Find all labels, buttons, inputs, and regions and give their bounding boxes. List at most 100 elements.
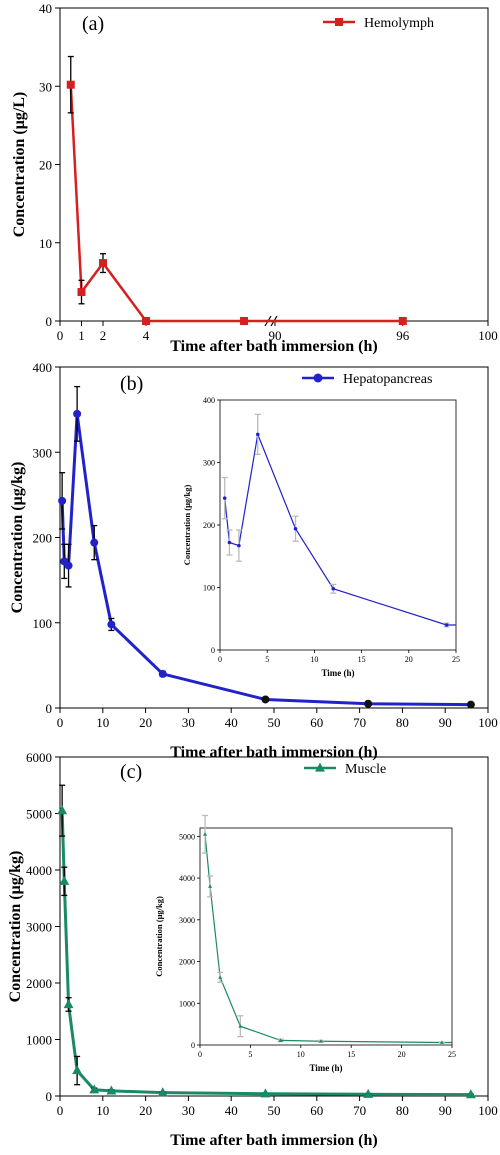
panel-c-y-tick-label: 5000 — [26, 807, 52, 822]
panel-c-y-axis-label: Concentration (μg/kg) — [7, 851, 24, 1003]
panel-b-data-point — [73, 409, 82, 418]
panel-c-data-point — [260, 1088, 271, 1098]
panel-c-x-axis-label: Time after bath immersion (h) — [170, 1132, 377, 1149]
panel-b-legend-marker — [313, 373, 323, 383]
panel-c-inset-x-tick-label: 20 — [398, 1050, 406, 1059]
panel-a-x-tick-label: 100 — [478, 328, 498, 343]
panel-c-legend-label: Muscle — [345, 762, 386, 777]
panel-a-data-point — [77, 288, 86, 297]
panel-c-x-tick-label: 50 — [268, 1103, 281, 1118]
panel-a-legend-marker — [335, 18, 343, 26]
panel-c-y-tick-label: 2000 — [26, 976, 52, 991]
panel-a-data-point — [66, 80, 75, 89]
panel-c-inset-data-point — [203, 832, 208, 836]
panel-c-inset-data-point — [218, 975, 223, 979]
panel-c-inset-x-tick-label: 15 — [347, 1050, 355, 1059]
panel-a-legend-label: Hemolymph — [364, 16, 434, 31]
panel-c-data-point — [363, 1088, 374, 1098]
panel-b-y-axis-label: Concentration (μg/kg) — [9, 462, 26, 614]
panel-c-inset-y-tick-label: 0 — [191, 1041, 195, 1050]
panel-c-inset-x-axis-label: Time (h) — [309, 1063, 342, 1073]
panel-b-y-tick-label: 300 — [33, 445, 53, 460]
panel-c-inset-data-point — [238, 1024, 243, 1028]
panel-a-y-axis-label: Concentration (μg/L) — [11, 92, 28, 238]
panel-c-inset-y-tick-label: 2000 — [179, 958, 195, 967]
panel-b-inset-x-tick-label: 25 — [452, 655, 460, 664]
panel-c-label: (c) — [120, 761, 142, 783]
panel-c-inset-y-axis-label: Concentration (μg/kg) — [154, 896, 164, 977]
panel-b-inset-data-point — [444, 623, 449, 627]
panel-a-y-tick-label: 0 — [46, 314, 53, 329]
panel-c-inset-x-tick-label: 0 — [198, 1050, 202, 1059]
panel-b-x-tick-label: 40 — [225, 715, 238, 730]
panel-c-y-tick-label: 6000 — [26, 750, 52, 765]
panel-c-legend-marker — [315, 762, 325, 772]
panel-c-inset-x-tick-label: 5 — [248, 1050, 252, 1059]
panel-b-inset-data-point — [227, 540, 232, 545]
panel-c-data-point — [465, 1089, 476, 1099]
panel-c-inset-y-tick-label: 4000 — [179, 874, 195, 883]
panel-c-inset-frame — [199, 827, 453, 1046]
panel-a-y-tick-label: 20 — [39, 158, 52, 173]
panel-c-series-line — [60, 810, 471, 1097]
panel-b-x-tick-label: 30 — [182, 715, 195, 730]
panel-b-data-point — [466, 700, 475, 709]
panel-a-x-tick-label: 96 — [396, 328, 410, 343]
panel-c-x-tick-label: 60 — [310, 1103, 323, 1118]
panel-b-inset-frame — [219, 399, 457, 651]
panel-b-data-point — [364, 699, 373, 708]
panel-b-inset-x-tick-label: 15 — [358, 655, 366, 664]
panel-c-inset-x-tick-label: 10 — [297, 1050, 305, 1059]
panel-b-inset-y-tick-label: 300 — [203, 459, 215, 468]
panel-c-inset-y-tick-label: 3000 — [179, 916, 195, 925]
panel-b-x-tick-label: 20 — [139, 715, 152, 730]
panel-b-y-tick-label: 200 — [33, 531, 53, 546]
panel-b-label: (b) — [120, 373, 143, 395]
panel-b-data-point — [90, 538, 99, 547]
panel-b-x-axis-label: Time after bath immersion (h) — [170, 744, 377, 761]
panel-c-inset-data-point — [208, 884, 213, 888]
panel-b-data-point — [261, 695, 270, 704]
panel-c-data-point — [57, 805, 68, 815]
panel-b-data-point — [107, 620, 116, 629]
panel-a-y-tick-label: 40 — [39, 1, 52, 16]
panel-c-x-tick-label: 100 — [478, 1103, 498, 1118]
panel-b-inset-series-line — [224, 432, 456, 626]
panel-c-x-tick-label: 80 — [396, 1103, 409, 1118]
panel-c-x-tick-label: 40 — [225, 1103, 238, 1118]
panel-a-data-point — [99, 259, 107, 268]
panel-c-data-point — [106, 1085, 117, 1095]
panel-c-inset-data-point — [439, 1040, 444, 1044]
panel-c-x-tick-label: 30 — [182, 1103, 195, 1118]
panel-b-inset-x-tick-label: 0 — [218, 655, 222, 664]
panel-b-x-tick-label: 50 — [268, 715, 281, 730]
panel-b-inset-x-tick-label: 5 — [265, 655, 269, 664]
panel-c-inset-y-tick-label: 5000 — [179, 832, 195, 841]
panel-a-series-line — [69, 84, 403, 323]
panel-c-data-point — [89, 1084, 100, 1094]
panel-a-x-tick-label: 0 — [57, 328, 64, 343]
panel-b-inset-y-axis-label: Concentration (μg/kg) — [182, 485, 192, 566]
panel-c-inset-data-point — [278, 1038, 283, 1042]
panel-c-inset-y-tick-label: 1000 — [179, 999, 195, 1008]
panel-a-label: (a) — [82, 13, 104, 35]
panel-c-inset-data-point — [318, 1039, 323, 1043]
panel-b-inset-x-tick-label: 20 — [405, 655, 413, 664]
panel-a-data-point — [240, 317, 249, 325]
panel-c-inset-series-line — [204, 834, 452, 1044]
panel-c-data-point — [157, 1087, 168, 1097]
panel-b-data-point — [64, 561, 73, 570]
panel-b-inset-x-tick-label: 10 — [310, 655, 318, 664]
panel-c-y-tick-label: 1000 — [26, 1033, 52, 1048]
panel-b-x-tick-label: 80 — [396, 715, 409, 730]
panel-b-inset-y-tick-label: 400 — [203, 396, 215, 405]
panel-b-data-point — [58, 496, 67, 505]
panel-c-y-tick-label: 4000 — [26, 863, 52, 878]
panel-b-inset-y-tick-label: 200 — [203, 521, 215, 530]
panel-c-x-tick-label: 90 — [439, 1103, 452, 1118]
panel-b-frame — [59, 366, 489, 709]
panel-b-x-tick-label: 100 — [478, 715, 498, 730]
panel-b-inset-data-point — [237, 543, 241, 548]
